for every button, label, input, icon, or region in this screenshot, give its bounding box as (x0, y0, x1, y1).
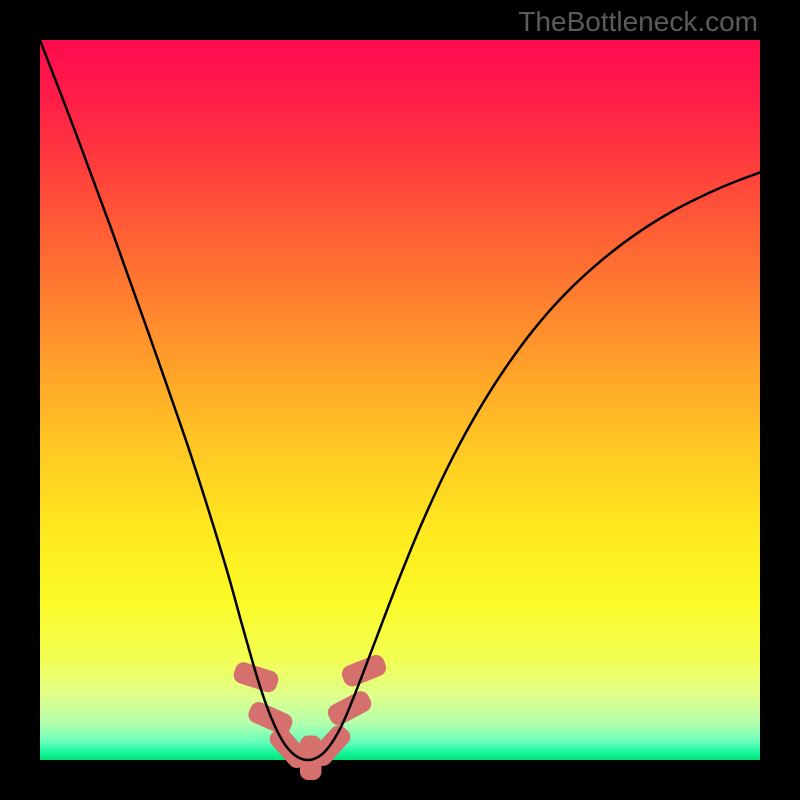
bottleneck-curve (40, 40, 760, 760)
curve-layer (40, 40, 760, 760)
plot-area (40, 40, 760, 760)
watermark-text: TheBottleneck.com (518, 6, 758, 38)
